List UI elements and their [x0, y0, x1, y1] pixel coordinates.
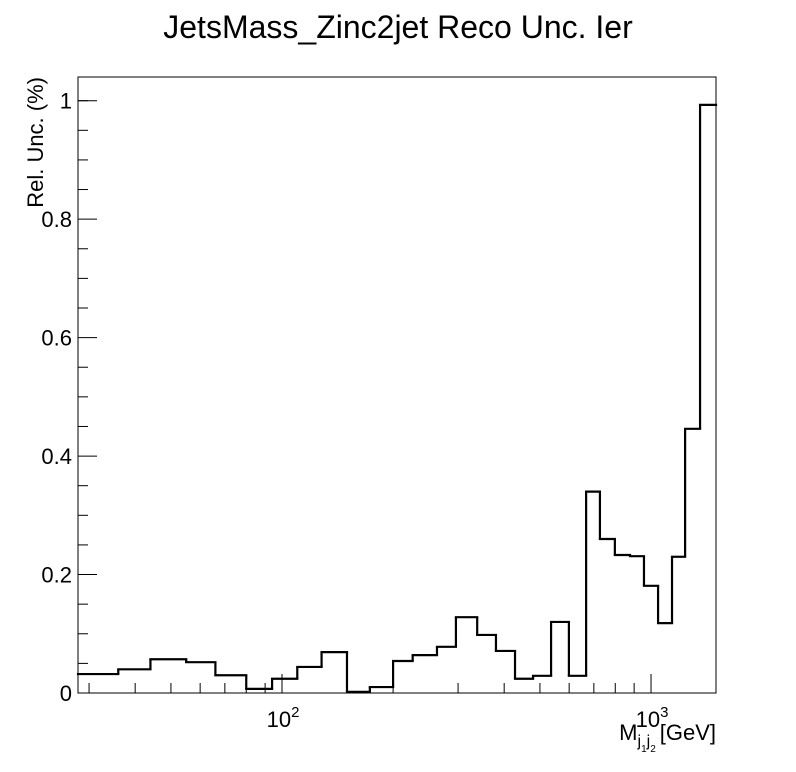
y-tick-label: 0: [60, 681, 72, 706]
y-tick-label: 0.8: [41, 207, 72, 232]
plot-frame: [77, 76, 717, 694]
y-axis-label: Rel. Unc. (%): [23, 77, 48, 208]
x-tick-exponent: 2: [291, 704, 299, 721]
chart-title: JetsMass_Zinc2jet Reco Unc. Ier: [163, 9, 633, 45]
x-label-unit: [GeV]: [660, 720, 716, 745]
x-axis-label: Mj1j2 [GeV]: [619, 720, 716, 755]
x-tick-base: 10: [636, 707, 660, 732]
x-tick-label: 102: [267, 704, 300, 732]
x-tick-base: 10: [267, 707, 291, 732]
y-tick-label: 0.2: [41, 563, 72, 588]
y-tick-label: 0.6: [41, 326, 72, 351]
x-label-sub: j: [637, 733, 642, 750]
x-label-sub: j: [646, 733, 651, 750]
x-label-symbol: M: [619, 720, 637, 745]
y-tick-label: 1: [60, 89, 72, 114]
y-tick-label: 0.4: [41, 444, 72, 469]
x-tick-label: 103: [636, 704, 669, 732]
x-label-subsub: 1: [641, 744, 647, 755]
x-label-subsub: 2: [650, 744, 656, 755]
x-tick-exponent: 3: [660, 704, 668, 721]
